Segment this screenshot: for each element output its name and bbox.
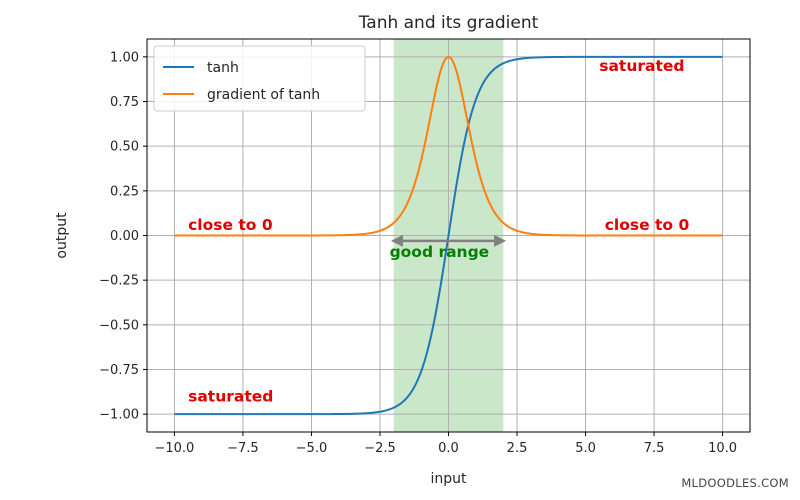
x-tick-label: 5.0 — [575, 441, 596, 456]
annotation-saturated: saturated — [188, 388, 273, 406]
chart-title: Tanh and its gradient — [358, 13, 539, 33]
x-tick-label: −2.5 — [364, 441, 396, 456]
good-range-arrow-left-head — [390, 234, 403, 247]
y-tick-label: 0.25 — [110, 184, 139, 199]
annotation-good-range: good range — [390, 243, 490, 261]
x-tick-label: 7.5 — [644, 441, 665, 456]
gradient-of-tanh-line — [174, 55, 723, 237]
good-range-arrow-right-head — [494, 234, 507, 247]
legend-box — [153, 45, 366, 112]
annotation-close-to-0: close to 0 — [605, 216, 690, 234]
tanh-line — [174, 55, 723, 416]
watermark: MLDOODLES.COM — [681, 476, 789, 490]
annotation-saturated: saturated — [599, 57, 684, 75]
y-tick-label: 0.75 — [110, 95, 139, 110]
legend-label-tanh: tanh — [207, 60, 239, 76]
y-axis-label: output — [54, 212, 70, 259]
x-tick-label: −5.0 — [296, 441, 328, 456]
y-tick-label: 1.00 — [110, 50, 139, 65]
x-tick-label: 10.0 — [708, 441, 737, 456]
legend-label-gradient: gradient of tanh — [207, 87, 320, 103]
y-tick-label: 0.50 — [110, 140, 139, 155]
x-tick-label: 0.0 — [438, 441, 459, 456]
x-tick-label: 2.5 — [507, 441, 528, 456]
annotation-close-to-0: close to 0 — [188, 216, 273, 234]
x-axis-label: input — [430, 471, 467, 487]
legend: tanh gradient of tanh — [153, 45, 366, 112]
y-tick-label: −0.75 — [99, 363, 139, 378]
x-tick-label: −7.5 — [227, 441, 259, 456]
y-tick-label: 0.00 — [110, 229, 139, 244]
y-tick-label: −0.50 — [99, 318, 139, 333]
y-tick-label: −0.25 — [99, 274, 139, 289]
x-tick-label: −10.0 — [154, 441, 194, 456]
y-tick-label: −1.00 — [99, 408, 139, 423]
